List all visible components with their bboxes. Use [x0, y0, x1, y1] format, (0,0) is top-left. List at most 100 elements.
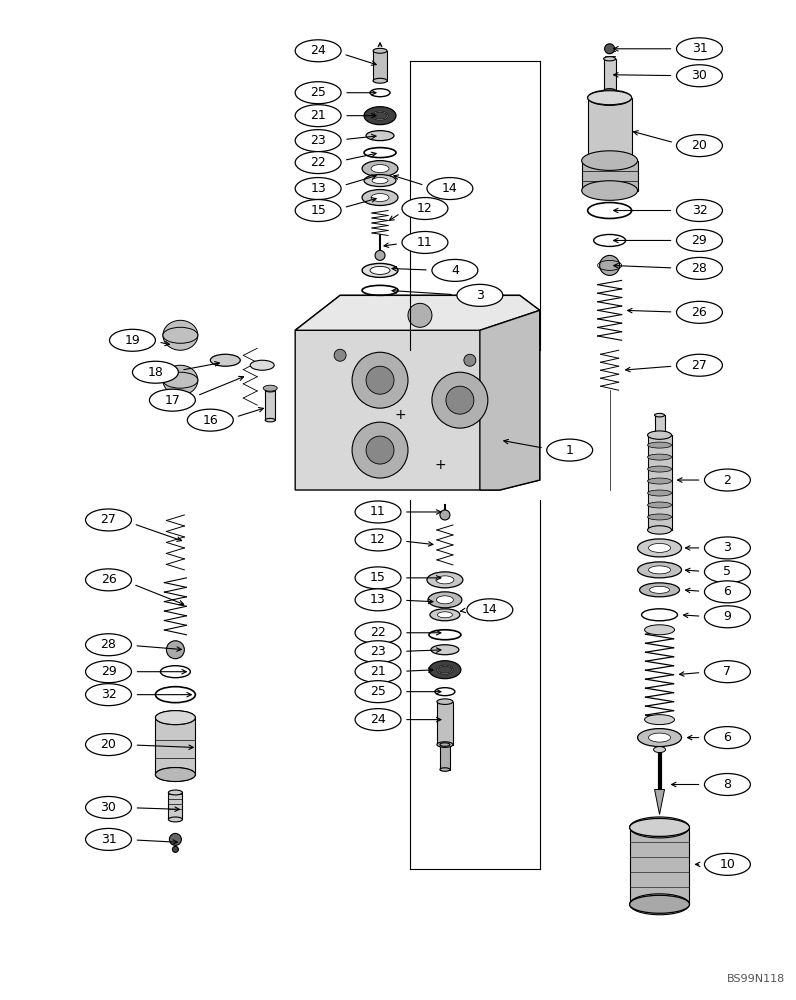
Text: 20: 20: [692, 139, 708, 152]
Circle shape: [432, 372, 488, 428]
Circle shape: [366, 436, 394, 464]
Circle shape: [170, 833, 181, 845]
Text: 22: 22: [310, 156, 326, 169]
Ellipse shape: [295, 130, 341, 152]
Ellipse shape: [704, 561, 751, 583]
Ellipse shape: [362, 161, 398, 177]
Text: 20: 20: [100, 738, 116, 751]
Ellipse shape: [150, 389, 195, 411]
Ellipse shape: [645, 625, 674, 635]
Ellipse shape: [295, 200, 341, 221]
Ellipse shape: [372, 178, 388, 184]
Circle shape: [599, 255, 619, 275]
Polygon shape: [480, 310, 540, 490]
Ellipse shape: [85, 569, 131, 591]
Ellipse shape: [362, 190, 398, 206]
Circle shape: [408, 303, 432, 327]
Ellipse shape: [355, 501, 401, 523]
Ellipse shape: [428, 592, 462, 608]
Text: 3: 3: [724, 541, 732, 554]
Ellipse shape: [630, 817, 689, 838]
Text: 4: 4: [451, 264, 458, 277]
Ellipse shape: [155, 768, 195, 782]
Text: 28: 28: [692, 262, 708, 275]
Ellipse shape: [355, 529, 401, 551]
Ellipse shape: [402, 231, 448, 253]
Text: 6: 6: [724, 731, 732, 744]
Ellipse shape: [440, 743, 450, 746]
Ellipse shape: [366, 131, 394, 141]
Ellipse shape: [638, 539, 681, 557]
Text: BS99N118: BS99N118: [727, 974, 786, 984]
Ellipse shape: [582, 181, 638, 200]
Circle shape: [605, 44, 615, 54]
Ellipse shape: [645, 715, 674, 725]
Ellipse shape: [704, 469, 751, 491]
Ellipse shape: [648, 454, 672, 460]
Bar: [654, 415, 665, 435]
Bar: [437, 702, 453, 745]
Text: 17: 17: [165, 394, 181, 407]
Ellipse shape: [295, 152, 341, 174]
Polygon shape: [295, 295, 540, 330]
Ellipse shape: [429, 661, 461, 679]
Ellipse shape: [362, 263, 398, 277]
Text: 8: 8: [724, 778, 732, 791]
Ellipse shape: [630, 894, 689, 915]
Ellipse shape: [250, 360, 274, 370]
Circle shape: [352, 352, 408, 408]
Ellipse shape: [648, 526, 672, 534]
Ellipse shape: [85, 734, 131, 756]
Ellipse shape: [677, 354, 723, 376]
Ellipse shape: [467, 599, 513, 621]
Ellipse shape: [638, 729, 681, 747]
Text: 11: 11: [417, 236, 433, 249]
Ellipse shape: [677, 65, 723, 87]
Text: 9: 9: [724, 610, 732, 623]
Ellipse shape: [355, 661, 401, 683]
Ellipse shape: [163, 327, 198, 343]
Text: +: +: [394, 408, 406, 422]
Bar: [169, 792, 182, 819]
Text: 32: 32: [692, 204, 708, 217]
Ellipse shape: [603, 57, 615, 61]
Circle shape: [440, 510, 450, 520]
Bar: [440, 745, 450, 770]
Ellipse shape: [649, 733, 670, 742]
Text: 15: 15: [310, 204, 326, 217]
Ellipse shape: [402, 198, 448, 219]
Ellipse shape: [677, 200, 723, 221]
Ellipse shape: [704, 774, 751, 795]
Ellipse shape: [587, 91, 631, 105]
Text: 12: 12: [370, 533, 386, 546]
Text: 14: 14: [482, 603, 498, 616]
Ellipse shape: [677, 229, 723, 251]
Bar: [582, 161, 638, 191]
Text: 26: 26: [100, 573, 116, 586]
Ellipse shape: [295, 82, 341, 104]
Text: 14: 14: [442, 182, 458, 195]
Ellipse shape: [437, 742, 453, 747]
Circle shape: [446, 386, 474, 414]
Text: 30: 30: [100, 801, 116, 814]
Ellipse shape: [364, 175, 396, 187]
Ellipse shape: [440, 768, 450, 771]
Ellipse shape: [430, 609, 460, 621]
Ellipse shape: [85, 828, 131, 850]
Ellipse shape: [582, 151, 638, 170]
Text: +: +: [434, 458, 446, 472]
Ellipse shape: [432, 259, 478, 281]
Ellipse shape: [704, 661, 751, 683]
Ellipse shape: [648, 431, 672, 439]
Ellipse shape: [355, 681, 401, 703]
Bar: [603, 59, 615, 91]
Ellipse shape: [427, 178, 473, 200]
Ellipse shape: [704, 727, 751, 749]
Ellipse shape: [654, 413, 665, 417]
Ellipse shape: [639, 583, 680, 597]
Ellipse shape: [355, 709, 401, 731]
Text: 25: 25: [310, 86, 326, 99]
Bar: [265, 390, 275, 420]
Text: 27: 27: [692, 359, 708, 372]
Ellipse shape: [163, 320, 198, 350]
